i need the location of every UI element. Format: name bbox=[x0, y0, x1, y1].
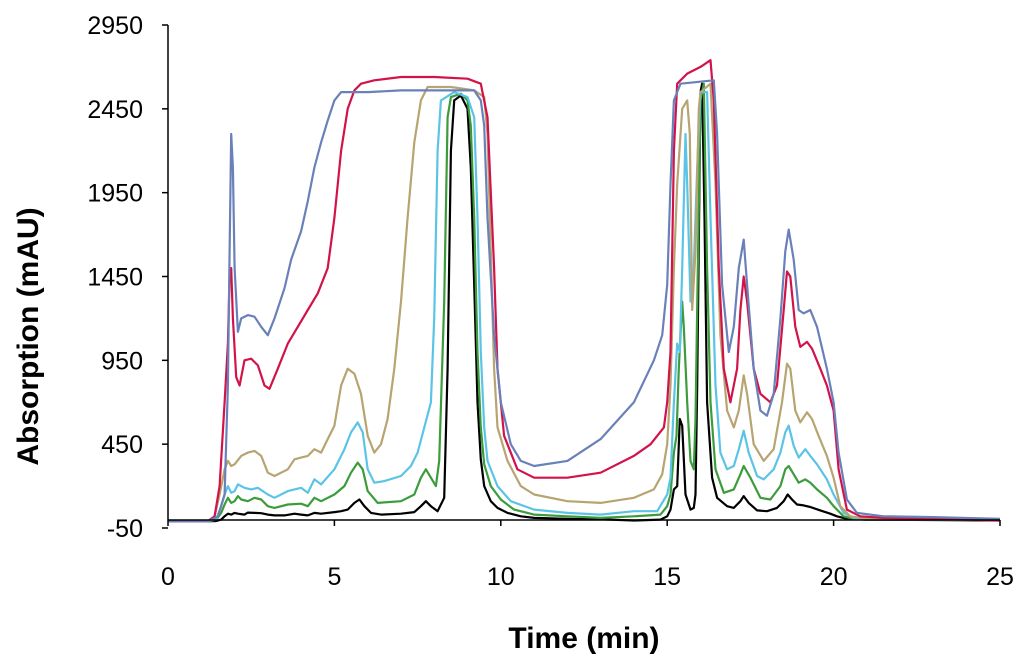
y-tick-label: 1950 bbox=[87, 180, 143, 208]
y-tick-label: 2950 bbox=[87, 12, 143, 40]
y-tick-label: 1450 bbox=[87, 264, 143, 292]
series-line-4 bbox=[168, 82, 1001, 523]
y-tick-label: 2450 bbox=[87, 96, 143, 124]
y-tick-label: 950 bbox=[101, 347, 143, 375]
series-lines bbox=[168, 59, 1001, 523]
y-tick-label: -50 bbox=[107, 515, 143, 543]
x-tick-label: 10 bbox=[487, 563, 515, 591]
series-line-2 bbox=[168, 82, 1001, 523]
y-axis-ticks: -50 450 950 1450 1950 2450 2950 bbox=[87, 12, 168, 543]
x-tick-label: 5 bbox=[327, 563, 341, 591]
x-axis-ticks: 0 5 10 15 20 25 bbox=[161, 520, 1014, 591]
x-tick-label: 20 bbox=[820, 563, 848, 591]
series-line-5 bbox=[168, 59, 1001, 523]
x-axis-title: Time (min) bbox=[508, 622, 659, 655]
series-line-3 bbox=[168, 91, 1001, 523]
x-tick-label: 15 bbox=[653, 563, 681, 591]
series-line-1 bbox=[168, 82, 1001, 523]
y-axis-title: Absorption (mAU) bbox=[12, 207, 45, 465]
x-tick-label: 0 bbox=[161, 563, 175, 591]
series-line-6 bbox=[168, 79, 1001, 523]
y-tick-label: 450 bbox=[101, 431, 143, 459]
x-tick-label: 25 bbox=[986, 563, 1014, 591]
